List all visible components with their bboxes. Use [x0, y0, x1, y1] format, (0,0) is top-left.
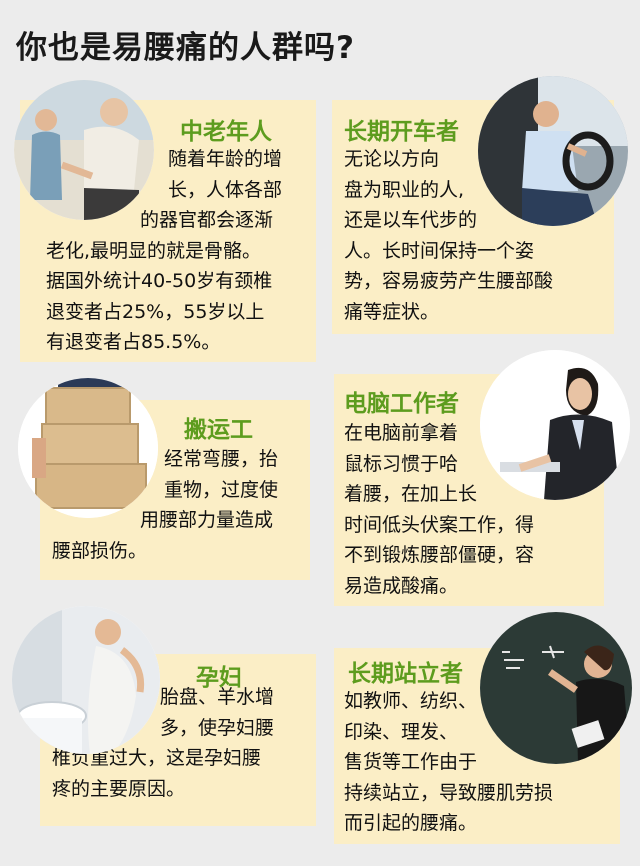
text-line: 经常弯腰，抬: [164, 448, 279, 470]
office-woman-at-computer-photo: [480, 350, 630, 500]
text-line: 腰部损伤。: [52, 539, 148, 562]
text-line: 无论以方向: [344, 148, 440, 170]
card-text: 在电脑前拿着 鼠标习惯于哈 着腰，在加上长 时间低头伏案工作，得 不到锻炼腰部僵…: [344, 418, 612, 601]
card-text: 随着年龄的增 长，人体各部 的器官都会逐渐 老化,最明显的就是骨骼。 据国外统计…: [20, 144, 316, 358]
text-line: 胎盘、羊水增: [160, 686, 275, 708]
text-line: 着腰，在加上长: [344, 483, 478, 505]
text-line: 的器官都会逐渐: [140, 209, 274, 231]
card-heading: 中老年人: [180, 119, 272, 145]
page-title: 你也是易腰痛的人群吗?: [16, 30, 355, 66]
card-text: 胎盘、羊水增 多，使孕妇腰 椎负重过大，这是孕妇腰 疼的主要原因。: [40, 682, 316, 804]
driver-at-wheel-photo: [478, 76, 628, 226]
text-line: 易造成酸痛。: [344, 574, 459, 597]
card-elderly: 中老年人 随着年龄的增 长，人体各部 的器官都会逐渐 老化,最明显的就是骨骼。 …: [20, 100, 316, 362]
card-text: 如教师、纺织、 印染、理发、 售货等工作由于 持续站立，导致腰肌劳损 而引起的腰…: [344, 686, 624, 839]
text-line: 用腰部力量造成: [140, 509, 274, 531]
text-line: 而引起的腰痛。: [344, 812, 478, 834]
elderly-man-back-pain-photo: [14, 80, 154, 220]
text-line: 盘为职业的人,: [344, 178, 465, 201]
worker-carrying-boxes-photo: [18, 378, 158, 518]
text-line: 长，人体各部: [168, 178, 283, 201]
text-line: 有退变者占85.5%。: [46, 331, 221, 353]
card-heading: 搬运工: [184, 417, 253, 443]
text-line: 痛等症状。: [344, 300, 440, 323]
text-line: 多，使孕妇腰: [160, 716, 275, 739]
text-line: 鼠标习惯于哈: [344, 452, 459, 475]
text-line: 疼的主要原因。: [52, 777, 186, 800]
text-line: 在电脑前拿着: [344, 422, 459, 444]
text-line: 售货等工作由于: [344, 751, 478, 773]
text-line: 不到锻炼腰部僵硬，容: [344, 544, 535, 566]
text-line: 椎负重过大，这是孕妇腰: [52, 747, 262, 769]
text-line: 据国外统计40-50岁有颈椎: [46, 270, 273, 292]
card-heading: 长期站立者: [348, 661, 463, 687]
text-line: 持续站立，导致腰肌劳损: [344, 781, 554, 804]
text-line: 随着年龄的增: [168, 148, 283, 170]
text-line: 印染、理发、: [344, 720, 459, 743]
text-line: 时间低头伏案工作，得: [344, 513, 535, 536]
teacher-at-blackboard-photo: [480, 612, 632, 764]
text-line: 人。长时间保持一个姿: [344, 239, 535, 262]
text-line: 还是以车代步的: [344, 209, 478, 231]
text-line: 如教师、纺织、: [344, 690, 478, 712]
pregnant-woman-photo: [12, 606, 160, 754]
text-line: 老化,最明显的就是骨骼。: [46, 239, 262, 262]
text-line: 重物，过度使: [164, 478, 279, 501]
text-line: 势，容易疲劳产生腰部酸: [344, 270, 554, 292]
card-heading: 长期开车者: [344, 119, 459, 145]
card-heading: 孕妇: [196, 665, 242, 691]
card-heading: 电脑工作者: [344, 391, 459, 417]
card-text: 无论以方向 盘为职业的人, 还是以车代步的 人。长时间保持一个姿 势，容易疲劳产…: [344, 144, 620, 327]
card-text: 经常弯腰，抬 重物，过度使 用腰部力量造成 腰部损伤。: [40, 444, 310, 566]
text-line: 退变者占25%，55岁以上: [46, 300, 265, 323]
